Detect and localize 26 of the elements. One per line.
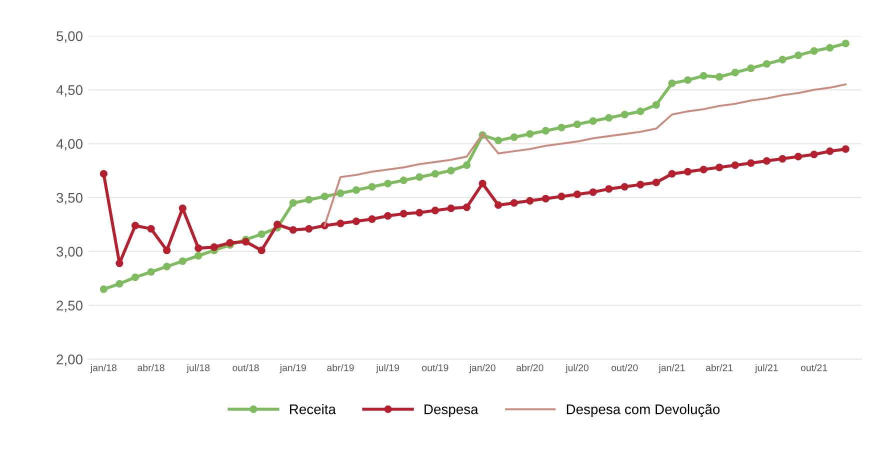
- y-tick-label: 3,00: [56, 246, 82, 258]
- y-tick-label: 4,00: [56, 139, 82, 150]
- x-tick-label: abr/19: [327, 364, 354, 372]
- y-tick-label: 3,50: [56, 192, 82, 204]
- x-tick-label: out/18: [232, 364, 259, 372]
- x-tick-label: jul/19: [376, 364, 399, 374]
- legend-label: Despesa com Devolução: [566, 404, 720, 418]
- y-tick-label: 5,00: [56, 31, 82, 43]
- x-tick-label: out/20: [612, 364, 638, 372]
- x-tick-label: jan/20: [469, 364, 496, 374]
- x-tick-label: abr/21: [706, 364, 733, 372]
- legend-label: Receita: [290, 404, 336, 414]
- x-tick-label: out/21: [800, 364, 828, 372]
- x-tick-label: out/19: [422, 364, 448, 372]
- y-tick-label: 2,50: [56, 300, 82, 312]
- x-tick-label: jan/19: [280, 364, 306, 374]
- x-tick-label: jul/21: [754, 364, 778, 374]
- legend-label: Despesa: [424, 404, 478, 417]
- x-tick-label: jul/18: [186, 364, 210, 374]
- y-tick-label: 4,50: [56, 85, 82, 97]
- y-tick-label: 2,00: [56, 354, 82, 366]
- x-tick-label: abr/18: [138, 364, 164, 372]
- x-tick-label: abr/20: [516, 364, 544, 372]
- x-tick-label: jan/21: [658, 364, 685, 374]
- x-tick-label: jan/18: [90, 364, 117, 374]
- x-tick-label: jul/20: [565, 364, 589, 374]
